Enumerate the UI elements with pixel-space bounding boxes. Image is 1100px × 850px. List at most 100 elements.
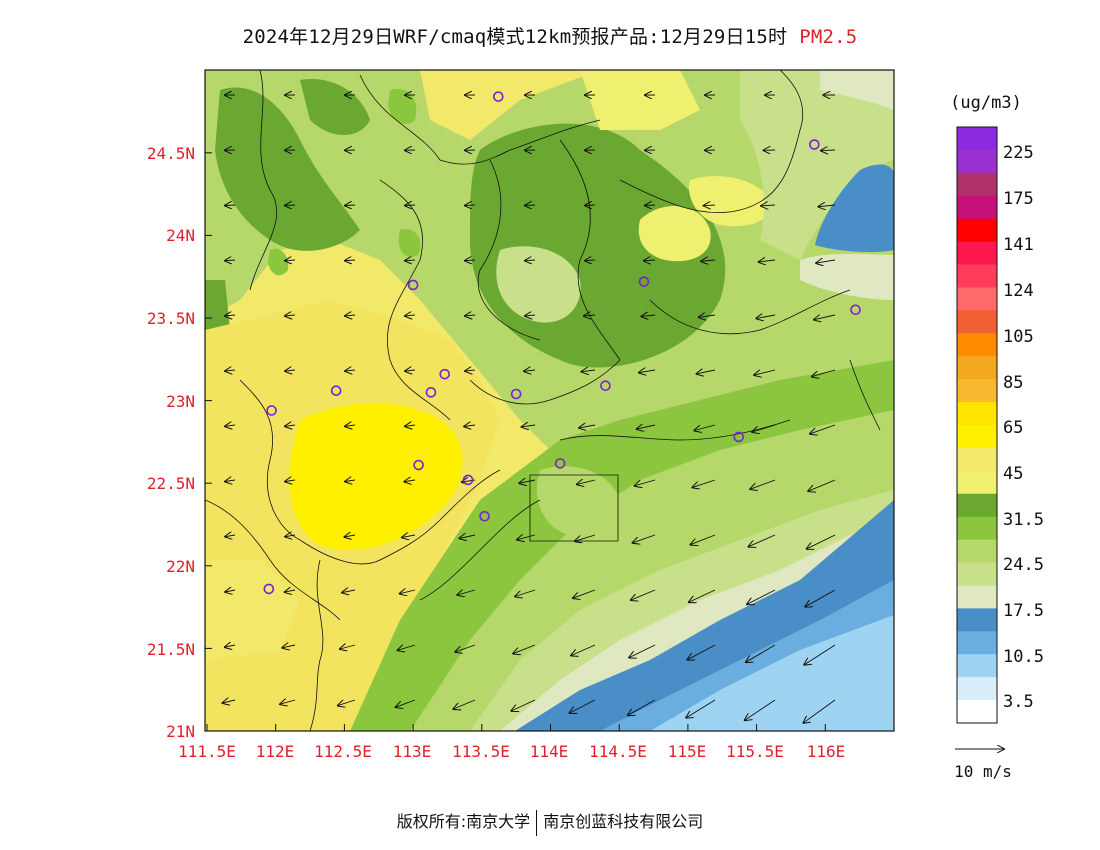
wind-arrow	[821, 150, 836, 151]
wind-arrow	[571, 644, 596, 656]
wind-arrow	[522, 425, 536, 427]
wind-arrow	[225, 645, 236, 647]
lon-label: 112E	[256, 742, 295, 761]
wind-scale-label: 10 m/s	[954, 762, 1012, 781]
wind-arrow	[513, 644, 536, 654]
wind-arrow	[511, 699, 536, 711]
wind-arrow	[515, 589, 536, 597]
wind-arrow	[282, 645, 296, 648]
legend-tick: 31.5	[1003, 510, 1044, 530]
wind-arrow	[457, 590, 476, 595]
wind-arrow	[639, 370, 656, 373]
wind-arrow	[759, 260, 776, 262]
lon-label: 116E	[807, 742, 846, 761]
legend-tick: 124	[1003, 281, 1034, 301]
station-marker	[439, 368, 451, 380]
wind-arrow	[465, 315, 476, 316]
legend-swatch	[957, 195, 997, 220]
legend-swatch	[957, 379, 997, 403]
wind-arrow	[585, 205, 596, 206]
wind-arrow	[637, 425, 656, 429]
lon-label: 111.5E	[178, 742, 236, 761]
legend-tick: 225	[1003, 143, 1034, 163]
legend-tick: 45	[1003, 464, 1023, 484]
wind-vectors	[223, 95, 836, 723]
legend-swatch	[957, 516, 997, 541]
wind-arrow	[465, 370, 476, 371]
legend-ticks: 225 175 141 124 105 85 65 45 31.5 24.5 1…	[1003, 143, 1044, 712]
wind-arrow	[584, 315, 596, 316]
wind-arrow	[345, 260, 356, 261]
wind-arrow	[285, 590, 296, 592]
lat-label: 24N	[166, 226, 195, 245]
wind-arrow	[819, 205, 836, 207]
lat-label: 22.5N	[147, 474, 195, 493]
wind-arrow	[814, 315, 836, 320]
wind-arrow	[570, 699, 596, 713]
station-marker	[510, 388, 522, 400]
wind-arrow	[745, 699, 776, 720]
wind-arrow	[396, 699, 416, 707]
station-markers	[263, 91, 861, 595]
wind-arrow	[816, 260, 836, 263]
legend-swatch	[957, 562, 997, 586]
lat-label: 24.5N	[147, 144, 195, 163]
station-marker	[850, 304, 861, 316]
wind-arrow	[402, 535, 416, 537]
legend-tick: 175	[1003, 189, 1034, 209]
lon-label: 112.5E	[314, 742, 372, 761]
wind-arrow	[804, 644, 836, 665]
legend-tick: 17.5	[1003, 601, 1044, 621]
legend-swatch	[957, 700, 997, 724]
wind-arrow	[689, 589, 716, 602]
wind-arrow	[225, 260, 236, 261]
wind-arrow	[225, 535, 236, 537]
legend-swatch	[957, 218, 997, 243]
boundary-lines	[205, 70, 881, 731]
wind-arrow	[807, 534, 836, 549]
lon-label: 113.5E	[452, 742, 510, 761]
longitude-labels: 111.5E 112E 112.5E 113E 113.5E 114E 114.…	[178, 742, 845, 761]
station-marker	[733, 431, 745, 443]
wind-arrow	[455, 644, 476, 652]
lon-label: 115.5E	[726, 742, 784, 761]
legend-swatch	[957, 241, 997, 266]
legend-swatch	[957, 310, 997, 334]
wind-arrow	[465, 205, 476, 206]
legend-swatch	[957, 631, 997, 655]
lon-label: 113E	[393, 742, 432, 761]
wind-arrow	[225, 370, 236, 371]
legend-frame	[956, 126, 998, 724]
station-marker	[638, 276, 650, 287]
lat-label: 21.5N	[147, 640, 195, 659]
legend-swatch	[957, 493, 997, 518]
wind-arrow	[405, 260, 416, 261]
wind-arrow	[585, 260, 596, 261]
wind-arrow	[345, 370, 356, 371]
wind-arrow	[750, 479, 776, 489]
station-marker	[266, 405, 277, 416]
wind-arrow	[285, 260, 296, 261]
station-marker	[809, 139, 820, 150]
legend-swatch	[957, 470, 997, 495]
wind-arrow	[803, 699, 836, 723]
lat-label: 23.5N	[147, 309, 195, 328]
title-main: 2024年12月29日WRF/cmaq模式12km预报产品:12月29日15时	[242, 26, 788, 48]
legend-swatch	[957, 677, 997, 701]
wind-arrow	[691, 534, 716, 545]
wind-arrow	[686, 699, 716, 718]
wind-arrow	[405, 205, 416, 206]
station-marker	[492, 91, 504, 102]
wind-arrow	[752, 424, 776, 432]
legend-swatch	[957, 333, 997, 357]
legend-tick: 3.5	[1003, 692, 1034, 712]
wind-arrow	[641, 315, 656, 316]
wind-arrow	[754, 370, 776, 375]
wind-arrow	[644, 260, 656, 261]
legend-tick: 10.5	[1003, 647, 1044, 667]
wind-arrow	[345, 480, 356, 482]
wind-arrow	[340, 645, 356, 649]
wind-arrow	[338, 699, 356, 706]
wind-arrow	[575, 534, 596, 541]
wind-arrow	[579, 425, 596, 428]
